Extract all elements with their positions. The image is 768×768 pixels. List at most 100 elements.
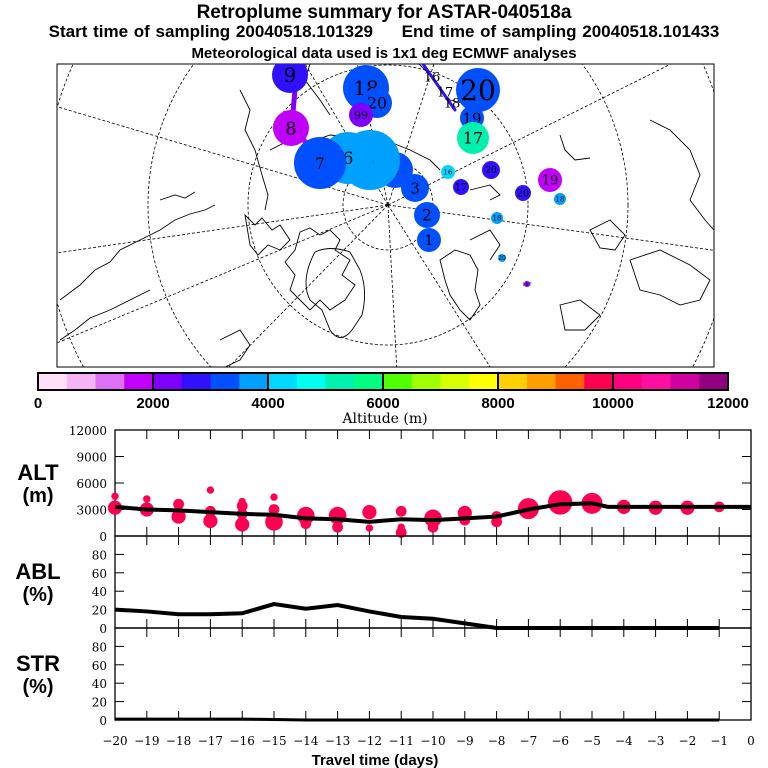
altitude-marker bbox=[395, 527, 407, 538]
meridian bbox=[387, 204, 491, 367]
altitude-marker bbox=[427, 521, 439, 533]
altitude-marker bbox=[265, 513, 283, 531]
colorbar-swatch bbox=[124, 373, 154, 390]
colorbar-swatch bbox=[641, 373, 671, 390]
y-tick-label: 20 bbox=[92, 604, 107, 618]
x-tick-label: −17 bbox=[198, 734, 223, 748]
y-tick-label: 80 bbox=[92, 640, 107, 654]
cluster-label: 20 bbox=[367, 94, 387, 113]
panel-frame bbox=[114, 627, 752, 721]
y-tick-label: 40 bbox=[92, 585, 107, 599]
colorbar-swatch bbox=[440, 373, 470, 390]
panel-abl: 0 20 40 60 80 ABL(%) bbox=[15, 535, 752, 636]
colorbar-swatch bbox=[469, 373, 499, 390]
x-tick-label: −6 bbox=[551, 734, 569, 748]
cluster-label: 2 bbox=[422, 206, 432, 225]
cluster-label: 8 bbox=[285, 118, 296, 139]
colorbar-swatch bbox=[584, 373, 614, 390]
colorbar-swatch bbox=[153, 373, 183, 390]
x-tick-label: −18 bbox=[166, 734, 191, 748]
altitude-marker bbox=[143, 495, 151, 503]
cluster-label: 3 bbox=[410, 179, 420, 197]
x-tick-label: −11 bbox=[389, 734, 414, 748]
cluster-circle bbox=[273, 110, 309, 146]
plume-clusters: 1234567891617182019171620172019181820117… bbox=[272, 63, 566, 288]
plume-cluster: 8 bbox=[273, 110, 309, 146]
cluster-label: 9 bbox=[284, 63, 297, 87]
y-tick-label: 60 bbox=[92, 659, 107, 673]
cluster-label: 20 bbox=[498, 255, 506, 262]
colorbar-swatch bbox=[526, 373, 556, 390]
colorbar-swatch bbox=[613, 373, 643, 390]
altitude-marker bbox=[268, 504, 280, 515]
colorbar-swatch bbox=[181, 373, 211, 390]
cluster-circle bbox=[498, 254, 506, 262]
altitude-marker bbox=[270, 493, 278, 501]
cluster-circle bbox=[491, 212, 503, 224]
plume-cluster: 19 bbox=[538, 168, 562, 192]
altitude-marker bbox=[300, 518, 312, 530]
latitude-circle bbox=[147, 64, 629, 367]
coastlines bbox=[59, 64, 714, 367]
plume-cluster: 20 bbox=[456, 68, 500, 112]
colorbar-swatch bbox=[354, 373, 384, 390]
y-tick-label: 60 bbox=[92, 567, 107, 581]
start-time-label: Start time of sampling 20040518.101329 bbox=[48, 22, 373, 41]
series-line bbox=[115, 717, 720, 722]
x-tick-label: −7 bbox=[520, 734, 538, 748]
y-tick-label: 0 bbox=[99, 530, 107, 544]
altitude-marker bbox=[203, 513, 218, 529]
meridian bbox=[387, 204, 714, 251]
time-series-panels: 030006000900012000ALT(m)020406080ABL(%)0… bbox=[15, 424, 754, 748]
cluster-label: 17 bbox=[455, 183, 468, 194]
y-tick-label: 80 bbox=[92, 548, 107, 562]
colorbar-swatch bbox=[66, 373, 96, 390]
cluster-label: 16 bbox=[444, 168, 453, 176]
colorbar-tick-label: 12000 bbox=[707, 395, 749, 412]
plume-cluster: 18 bbox=[491, 212, 503, 224]
x-tick-label: −16 bbox=[230, 734, 255, 748]
colorbar-swatch bbox=[498, 373, 528, 390]
cluster-label: 18 bbox=[556, 195, 565, 203]
trajectory-segment bbox=[421, 64, 457, 112]
colorbar-swatch bbox=[699, 373, 729, 390]
x-tick-label: −20 bbox=[102, 734, 127, 748]
cluster-label: 7 bbox=[315, 154, 325, 172]
panel-label: ALT bbox=[17, 460, 59, 485]
cluster-circle bbox=[554, 193, 566, 205]
colorbar-tick-label: 10000 bbox=[592, 395, 634, 412]
cluster-label: 20 bbox=[460, 74, 496, 107]
y-tick-label: 40 bbox=[92, 677, 107, 691]
plume-cluster: 17 bbox=[437, 86, 454, 101]
colorbar-swatch bbox=[555, 373, 585, 390]
altitude-marker bbox=[173, 498, 185, 510]
x-tick-label: −15 bbox=[261, 734, 286, 748]
altitude-marker bbox=[236, 500, 248, 512]
plume-cluster: 1 bbox=[417, 228, 441, 252]
x-tick-label: −3 bbox=[647, 734, 665, 748]
colorbar-swatch bbox=[411, 373, 441, 390]
cluster-circle bbox=[453, 179, 469, 195]
chart-title: Retroplume summary for ASTAR-040518a bbox=[196, 2, 572, 23]
colorbar-swatch bbox=[325, 373, 355, 390]
cluster-label: 117 bbox=[522, 282, 532, 288]
y-tick-label: 0 bbox=[99, 622, 107, 636]
panel-alt: 0 3000 6000 9000 12000 ALT(m) bbox=[17, 424, 752, 544]
cluster-circle bbox=[515, 185, 531, 201]
x-tick-label: −4 bbox=[615, 734, 633, 748]
cluster-circle bbox=[538, 168, 562, 192]
plume-cluster: 117 bbox=[522, 281, 532, 288]
altitude-marker bbox=[362, 505, 377, 520]
panel-label: ABL bbox=[15, 559, 60, 584]
y-tick-label: 3000 bbox=[76, 504, 107, 518]
meridian bbox=[57, 204, 389, 254]
x-tick-label: 0 bbox=[747, 734, 755, 748]
sampling-times: Start time of sampling 20040518.101329 E… bbox=[0, 22, 768, 42]
cluster-label: 18 bbox=[444, 97, 461, 112]
cluster-label: 1 bbox=[425, 233, 434, 249]
cluster-label: 6 bbox=[343, 149, 354, 169]
x-tick-label: −13 bbox=[325, 734, 350, 748]
altitude-marker bbox=[235, 517, 250, 532]
x-tick-label: −10 bbox=[420, 734, 445, 748]
